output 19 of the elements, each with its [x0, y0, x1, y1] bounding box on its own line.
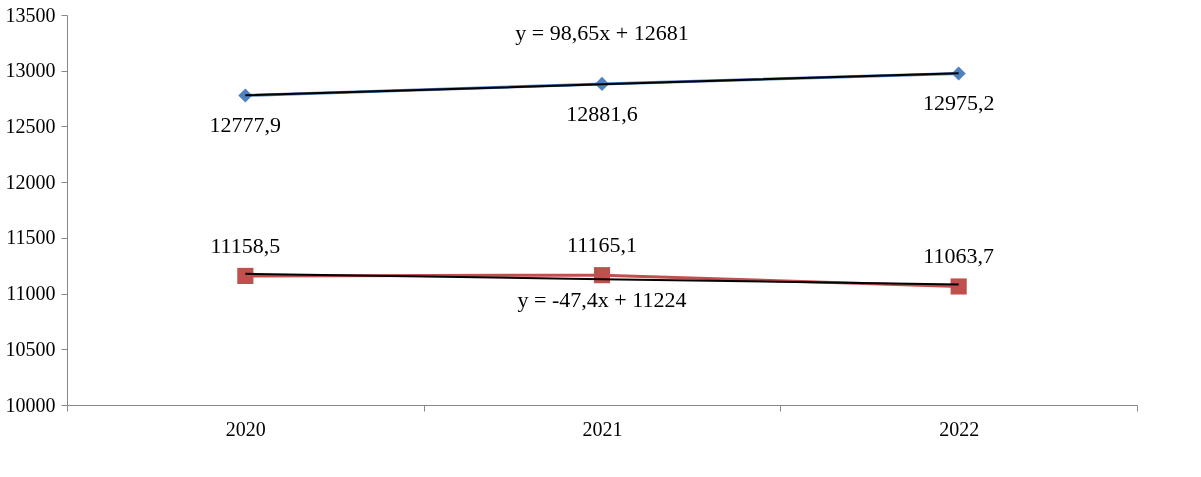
y-tick-label: 11000 — [6, 282, 56, 305]
annotation: y = 98,65x + 12681 — [515, 20, 689, 45]
y-tick-label: 10500 — [5, 337, 56, 360]
data-label: 11165,1 — [567, 232, 637, 258]
data-label: 12881,6 — [566, 100, 638, 126]
y-tick-label: 10000 — [5, 393, 56, 416]
data-label: 12777,9 — [209, 112, 282, 138]
y-tick-label: 11500 — [6, 226, 56, 249]
annotation: y = -47,4x + 11224 — [517, 286, 687, 312]
data-label: 11063,7 — [923, 243, 995, 269]
data-label: 12975,2 — [922, 90, 995, 116]
x-tick-label: 2022 — [939, 417, 980, 440]
y-tick-label: 13000 — [5, 59, 56, 82]
x-tick-label: 2020 — [225, 417, 266, 440]
y-tick-label: 12500 — [5, 114, 56, 137]
x-tick-label: 2021 — [582, 417, 623, 440]
data-label: 11158,5 — [210, 232, 281, 258]
y-tick-label: 12000 — [5, 170, 56, 193]
y-tick-label: 13500 — [5, 3, 56, 26]
